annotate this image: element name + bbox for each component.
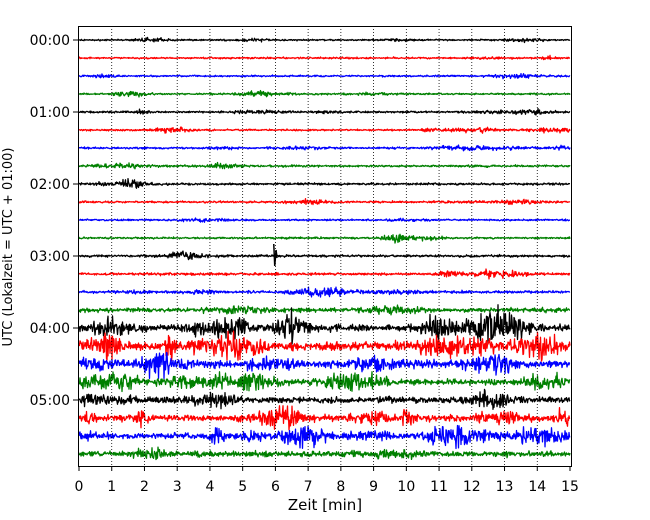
plot-frame	[78, 26, 572, 467]
seismogram-trace	[78, 217, 571, 223]
x-tick-label: 11	[430, 479, 448, 495]
seismogram-trace	[78, 405, 571, 431]
seismogram-trace	[78, 72, 571, 80]
seismic-event-spike	[273, 243, 278, 267]
x-axis-title: Zeit [min]	[288, 496, 362, 514]
x-tick-label: 7	[304, 479, 313, 495]
x-tick-label: 14	[528, 479, 546, 495]
seismogram-trace	[78, 268, 571, 280]
seismogram-trace	[78, 161, 571, 170]
x-tick-label: 2	[140, 479, 149, 495]
x-tick-label: 1	[107, 479, 116, 495]
seismogram-trace	[78, 144, 571, 152]
seismogram-trace	[78, 424, 571, 450]
seismogram-trace	[78, 177, 571, 189]
y-tick-label: 04:00	[30, 321, 70, 337]
seismogram-trace	[78, 330, 571, 362]
y-tick-label: 05:00	[30, 393, 70, 409]
seismogram-trace	[78, 126, 571, 134]
seismogram-trace	[78, 351, 571, 380]
seismogram-trace	[78, 36, 571, 44]
x-tick-label: 3	[173, 479, 182, 495]
seismogram-trace	[78, 304, 571, 316]
y-tick-label: 01:00	[30, 105, 70, 121]
x-tick-label: 15	[561, 479, 579, 495]
y-tick-label: 03:00	[30, 249, 70, 265]
seismogram-trace	[78, 388, 571, 410]
vertical-gridlines	[111, 26, 538, 466]
x-tick-label: 5	[238, 479, 247, 495]
seismogram-traces	[78, 36, 571, 461]
seismogram-trace	[78, 54, 571, 61]
y-axis-title: UTC (Lokalzeit = UTC + 01:00)	[1, 148, 16, 347]
x-tick-label: 9	[369, 479, 378, 495]
x-tick-label: 4	[205, 479, 214, 495]
x-tick-label: 8	[336, 479, 345, 495]
seismogram-trace	[78, 304, 571, 345]
x-tick-label: 13	[496, 479, 514, 495]
seismogram-trace	[78, 233, 571, 244]
seismogram-trace	[78, 107, 571, 116]
seismogram-trace	[78, 197, 571, 206]
seismogram-trace	[78, 446, 571, 461]
y-tick-label: 02:00	[30, 177, 70, 193]
x-axis-ticks: 0 1 2 3 4 5 6 7 8 9 10 11 12 13 14 15	[75, 466, 579, 495]
y-axis-ticks: 00:00 01:00 02:00 03:00 04:00 05:00	[30, 33, 78, 409]
seismogram-trace	[78, 286, 571, 298]
seismogram-trace	[78, 89, 571, 98]
x-tick-label: 12	[463, 479, 481, 495]
y-tick-label: 00:00	[30, 33, 70, 49]
seismogram-trace	[78, 250, 571, 261]
seismogram-trace	[78, 371, 571, 393]
x-tick-label: 0	[75, 479, 84, 495]
x-tick-label: 10	[397, 479, 415, 495]
x-tick-label: 6	[271, 479, 280, 495]
